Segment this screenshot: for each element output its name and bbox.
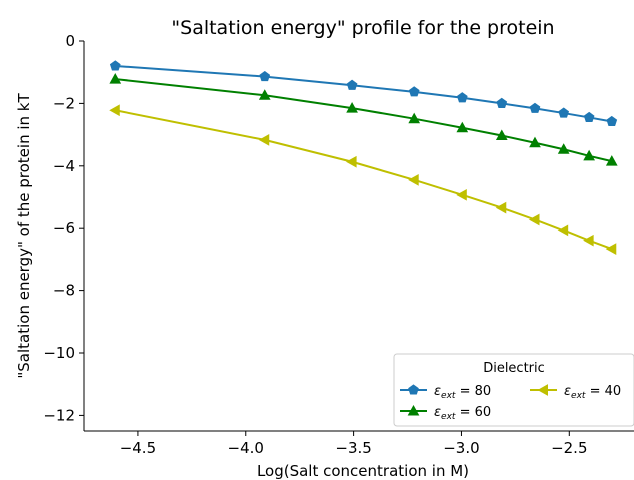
- legend-title: Dielectric: [483, 361, 545, 376]
- y-tick-label: 0: [65, 32, 75, 50]
- data-point: [258, 134, 270, 146]
- series-line: [115, 64, 612, 123]
- data-point: [495, 129, 508, 141]
- series-line: [115, 109, 613, 251]
- data-point: [496, 97, 508, 108]
- legend-entry-2: εext = 40: [530, 384, 621, 401]
- data-point: [495, 201, 507, 214]
- x-tick-label: −4.5: [120, 439, 156, 457]
- data-point: [109, 73, 122, 84]
- legend-box: [393, 353, 634, 427]
- y-tick-label: −10: [43, 344, 75, 362]
- y-axis: 0 −2 −4 −6 −8 −10 −12: [43, 32, 84, 424]
- legend-entry-1: εext = 60: [400, 404, 491, 422]
- data-point: [456, 121, 469, 133]
- y-tick-label: −4: [53, 157, 75, 175]
- x-axis: −4.5 −4.0 −3.5 −3.0 −2.5: [120, 431, 588, 457]
- data-point: [346, 102, 358, 113]
- legend-label: εext = 60: [434, 405, 491, 422]
- data-point: [456, 188, 467, 201]
- data-point: [606, 115, 618, 127]
- y-tick-label: −2: [53, 94, 75, 112]
- data-point: [258, 89, 271, 100]
- data-point: [529, 102, 541, 113]
- legend: Dielectric εext = 80 εext = 60 εext = 40: [393, 353, 634, 427]
- data-point: [408, 112, 421, 124]
- data-point: [456, 92, 468, 103]
- data-point: [583, 234, 594, 247]
- data-point: [583, 111, 595, 122]
- data-point: [408, 86, 420, 97]
- data-point: [558, 107, 570, 118]
- data-point: [109, 104, 120, 117]
- legend-label: εext = 40: [564, 384, 621, 401]
- data-point: [109, 60, 121, 71]
- legend-marker: [408, 384, 419, 395]
- x-tick-label: −2.5: [551, 439, 587, 457]
- data-point: [605, 243, 617, 255]
- x-axis-label: Log(Salt concentration in M): [257, 462, 469, 480]
- y-tick-label: −6: [53, 219, 75, 237]
- data-point: [346, 155, 357, 168]
- legend-label: εext = 80: [434, 384, 491, 401]
- plot-area: [83, 41, 634, 432]
- legend-marker: [537, 384, 548, 396]
- legend-entry-0: εext = 80: [400, 384, 491, 401]
- data-point: [583, 149, 595, 161]
- chart-title: "Saltation energy" profile for the prote…: [171, 17, 554, 39]
- data-point: [528, 213, 540, 226]
- series-layer: [109, 60, 618, 255]
- x-tick-label: −3.5: [335, 439, 371, 457]
- series-1: [109, 73, 618, 166]
- data-point: [557, 143, 570, 154]
- data-point: [346, 79, 358, 90]
- y-tick-label: −8: [53, 282, 75, 300]
- x-tick-label: −4.0: [228, 439, 264, 457]
- series-0: [109, 60, 618, 127]
- data-point: [259, 70, 271, 82]
- series-2: [109, 104, 617, 255]
- x-tick-label: −3.0: [443, 439, 479, 457]
- data-point: [408, 173, 419, 186]
- y-axis-label: "Saltation energy" of the protein in kT: [15, 93, 33, 379]
- legend-marker: [407, 404, 420, 416]
- series-line: [115, 78, 613, 163]
- y-tick-label: −12: [43, 406, 75, 424]
- data-point: [557, 224, 569, 237]
- data-point: [605, 155, 618, 166]
- data-point: [529, 136, 541, 148]
